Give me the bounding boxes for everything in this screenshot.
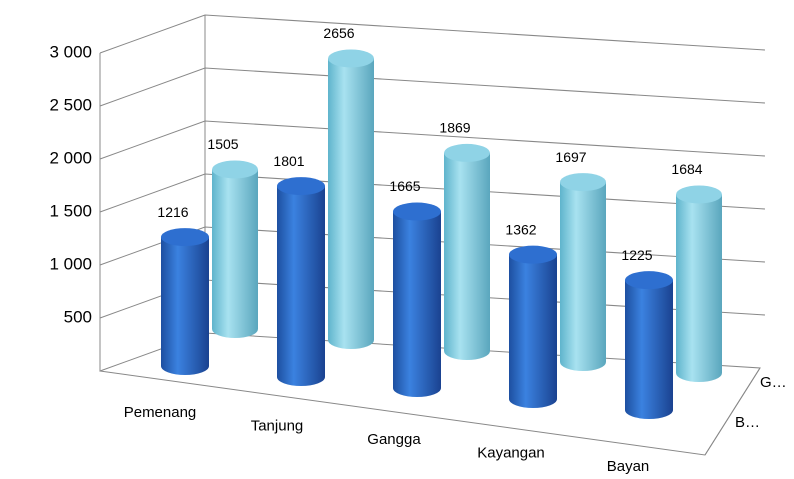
legend-label: G… [760, 374, 787, 391]
y-tick-label: 1 500 [49, 201, 92, 220]
bar-part [328, 58, 374, 341]
legend-label: B… [735, 414, 760, 431]
bar-part [393, 202, 441, 221]
bar-part [161, 228, 209, 247]
value-label: 1869 [439, 120, 470, 136]
bar-part [212, 160, 258, 179]
value-label: 1665 [389, 178, 420, 194]
bar-part [444, 152, 490, 351]
bar-part [625, 271, 673, 290]
bar-part [509, 254, 557, 399]
y-tick-label: 1 000 [49, 254, 92, 273]
bar-part [560, 173, 606, 192]
value-label: 1801 [273, 153, 304, 169]
bar-part [161, 237, 209, 366]
value-label: 1697 [555, 149, 586, 165]
x-tick-label: Pemenang [124, 404, 197, 421]
grid-line [99, 67, 766, 107]
value-label: 2656 [323, 25, 354, 41]
bar [676, 185, 722, 382]
y-tick-label: 2 500 [49, 95, 92, 114]
bar-part [277, 177, 325, 196]
value-label: 1362 [505, 221, 536, 237]
bar-part [676, 185, 722, 204]
grid-line [99, 14, 766, 54]
bar-part [444, 143, 490, 162]
bar [393, 202, 441, 397]
bar [161, 228, 209, 375]
bar [212, 160, 258, 338]
x-tick-label: Bayan [607, 458, 650, 475]
bar [328, 49, 374, 349]
x-tick-label: Tanjung [251, 417, 304, 434]
bar-part [328, 49, 374, 68]
x-tick-label: Kayangan [477, 444, 545, 461]
bar-part [676, 194, 722, 373]
bar-part [560, 182, 606, 362]
value-label: 1216 [157, 204, 188, 220]
value-label: 1505 [207, 136, 238, 152]
bar [625, 271, 673, 419]
bar-part [277, 186, 325, 377]
y-tick-label: 3 000 [49, 42, 92, 61]
bar [277, 177, 325, 386]
bar [444, 143, 490, 360]
bar [509, 245, 557, 408]
value-label: 1684 [671, 161, 702, 177]
y-tick-label: 500 [64, 307, 92, 326]
y-tick-label: 2 000 [49, 148, 92, 167]
bar-part [212, 169, 258, 329]
grid-line [99, 120, 766, 160]
x-tick-label: Gangga [367, 431, 421, 448]
bar-part [393, 211, 441, 388]
bar-part [509, 245, 557, 264]
bar-part [625, 280, 673, 410]
depth-axis [704, 367, 761, 456]
bar [560, 173, 606, 371]
value-label: 1225 [621, 247, 652, 263]
